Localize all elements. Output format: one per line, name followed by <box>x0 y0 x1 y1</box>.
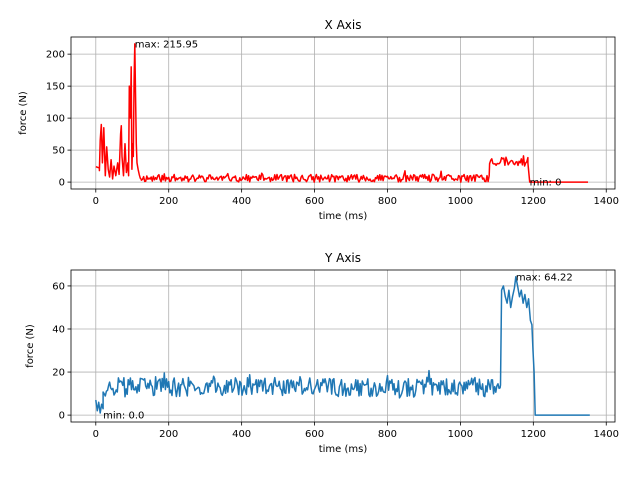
y-tick-label: 150 <box>46 82 65 93</box>
y-tick-label: 0 <box>59 178 65 189</box>
x-tick-label: 200 <box>159 196 178 207</box>
plot-frame <box>70 269 616 423</box>
x-tick-label: 1400 <box>594 196 619 207</box>
x-tick-label: 1400 <box>594 429 619 440</box>
y-tick-label: 40 <box>52 324 65 335</box>
y-tick-label: 60 <box>52 281 65 292</box>
y-axis-label: force (N) <box>25 324 36 368</box>
chart-title: Y Axis <box>324 251 361 265</box>
annotation: max: 215.95 <box>135 39 198 50</box>
x-tick-label: 600 <box>305 429 324 440</box>
x-tick-label: 200 <box>159 429 178 440</box>
x-axis-label: time (ms) <box>319 444 368 455</box>
y-axis-label: force (N) <box>18 91 29 135</box>
x-tick-label: 800 <box>378 196 397 207</box>
plot-frame <box>70 36 616 190</box>
y-tick-label: 0 <box>59 411 65 422</box>
y-tick-label: 50 <box>52 146 65 157</box>
series-line <box>95 43 588 183</box>
x-tick-label: 400 <box>232 429 251 440</box>
annotation: min: 0.0 <box>103 411 144 422</box>
x-tick-label: 800 <box>378 429 397 440</box>
x-tick-label: 1000 <box>448 196 473 207</box>
x-tick-label: 600 <box>305 196 324 207</box>
chart-title: X Axis <box>325 18 362 32</box>
x-tick-label: 1200 <box>521 429 546 440</box>
annotation: min: 0 <box>530 178 562 189</box>
x-tick-label: 1000 <box>448 429 473 440</box>
series-line <box>95 276 590 416</box>
x-tick-label: 1200 <box>521 196 546 207</box>
x-tick-label: 400 <box>232 196 251 207</box>
x-axis-label: time (ms) <box>319 211 368 222</box>
x-tick-label: 0 <box>93 196 99 207</box>
y-tick-label: 200 <box>46 50 65 61</box>
y-tick-label: 20 <box>52 368 65 379</box>
annotation: max: 64.22 <box>516 272 573 283</box>
y-tick-label: 100 <box>46 114 65 125</box>
x-tick-label: 0 <box>93 429 99 440</box>
